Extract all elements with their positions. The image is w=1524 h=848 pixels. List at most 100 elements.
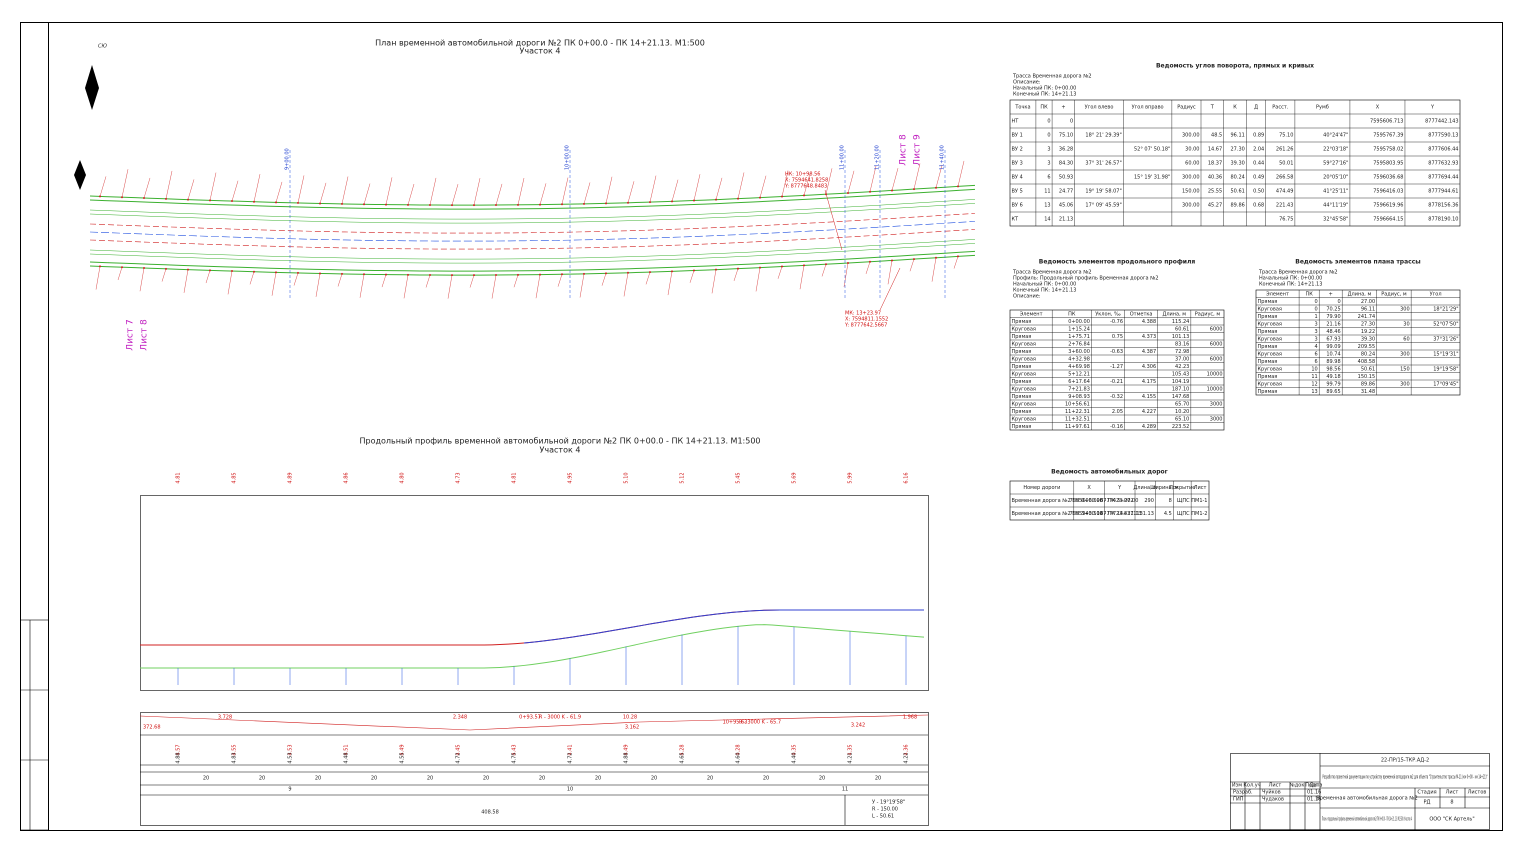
label: 3	[1315, 336, 1318, 342]
label: 1+75.71	[1068, 334, 1090, 340]
slope-hatch	[187, 179, 195, 200]
label: Прямая	[1012, 394, 1032, 400]
label: 6000	[1210, 341, 1223, 347]
label: 474.49	[1276, 189, 1294, 195]
point	[341, 272, 343, 275]
point	[451, 274, 453, 277]
label: -1.27	[1110, 364, 1123, 370]
label: Стадия	[1417, 790, 1436, 796]
label: Х: 7594641.8258	[785, 178, 828, 184]
label: Прямая	[1012, 349, 1032, 355]
north-label: СЮ	[98, 44, 107, 50]
slope-hatch	[935, 165, 943, 188]
label: ПМ1-1	[1191, 498, 1207, 504]
point	[143, 267, 145, 270]
label: Лист	[1446, 790, 1459, 796]
label: Прямая	[1258, 389, 1278, 395]
point	[913, 188, 915, 191]
slope-hatch	[957, 160, 965, 187]
point	[605, 272, 607, 275]
label: 8778156.36	[1428, 203, 1458, 209]
label: 10000	[1207, 386, 1223, 392]
label: 0	[1315, 306, 1318, 312]
line	[824, 189, 843, 251]
line	[89, 199, 976, 220]
label: Круговая	[1012, 341, 1036, 347]
label: 4.40	[792, 752, 798, 763]
point	[253, 270, 255, 273]
label: 105.43	[1172, 371, 1190, 377]
slope-hatch	[429, 177, 437, 206]
line	[140, 624, 925, 669]
label: 4.72	[456, 752, 462, 763]
label: Трасса Временная дорога №2	[1258, 270, 1338, 276]
point	[627, 271, 629, 274]
label: 4.57	[176, 744, 182, 755]
label: 4.155	[1142, 394, 1156, 400]
slope-hatch	[359, 274, 365, 298]
point	[187, 268, 189, 271]
point	[121, 196, 123, 199]
point	[891, 259, 893, 262]
label: МК: 13+23.97	[845, 311, 881, 317]
label: 76.75	[1279, 217, 1293, 223]
point	[803, 194, 805, 197]
label: Круговая	[1012, 401, 1036, 407]
label: 1+15.24	[1068, 326, 1090, 332]
label: 80.24	[1361, 351, 1375, 357]
label: 11	[1044, 189, 1050, 195]
label: 8777944.61	[1428, 189, 1458, 195]
label: +	[1329, 291, 1333, 297]
slope-hatch	[711, 269, 717, 294]
point	[759, 196, 761, 199]
label: Прямая	[1258, 314, 1278, 320]
label: 4.51	[344, 744, 350, 755]
label: 221.43	[1276, 203, 1294, 209]
label: 42.23	[1175, 364, 1189, 370]
slope-hatch	[759, 175, 767, 198]
slope-hatch	[95, 266, 101, 290]
slope-hatch	[297, 175, 305, 203]
label: Участок 4	[520, 47, 561, 56]
label: 4.21	[848, 752, 854, 763]
label: 89.65	[1326, 389, 1340, 395]
line	[89, 254, 976, 276]
point	[671, 270, 673, 273]
label: 70.25	[1326, 306, 1340, 312]
label: Конечный ПК: 14+21.13	[1013, 91, 1076, 98]
slope-hatch	[561, 177, 569, 205]
label: 7595606.713	[1370, 119, 1403, 125]
label: 83.16	[1175, 341, 1189, 347]
point	[121, 266, 123, 269]
point	[319, 272, 321, 275]
label: РД	[1424, 800, 1431, 806]
slope-hatch	[337, 273, 343, 287]
label: 41°25'11"	[1323, 189, 1348, 195]
profile-frame	[140, 495, 929, 691]
label: Прямая	[1012, 424, 1032, 430]
label: 20	[371, 776, 377, 782]
label: Точка	[1014, 105, 1030, 111]
label: 150.00	[1182, 189, 1200, 195]
slope-hatch	[737, 172, 745, 199]
label: Ведомость элементов продольного профиля	[1039, 259, 1196, 266]
point	[363, 203, 365, 206]
label: 27.30	[1231, 147, 1245, 153]
label: Радиус, м	[1195, 311, 1221, 317]
label: Описание:	[1013, 80, 1041, 86]
slope-hatch	[843, 262, 849, 287]
label: 0.68	[1253, 203, 1264, 209]
label: Угол	[1430, 291, 1442, 297]
label: -0.16	[1110, 424, 1123, 430]
label: Подп	[1305, 783, 1319, 789]
label: 65.10	[1175, 416, 1189, 422]
point	[407, 273, 409, 276]
slope-hatch	[583, 182, 591, 204]
point	[957, 185, 959, 188]
label: Номер дороги	[1023, 485, 1060, 491]
slope-hatch	[249, 271, 255, 285]
label: -0.32	[1110, 394, 1123, 400]
label: Листов	[1468, 790, 1487, 796]
label: Элемент	[1266, 291, 1289, 297]
